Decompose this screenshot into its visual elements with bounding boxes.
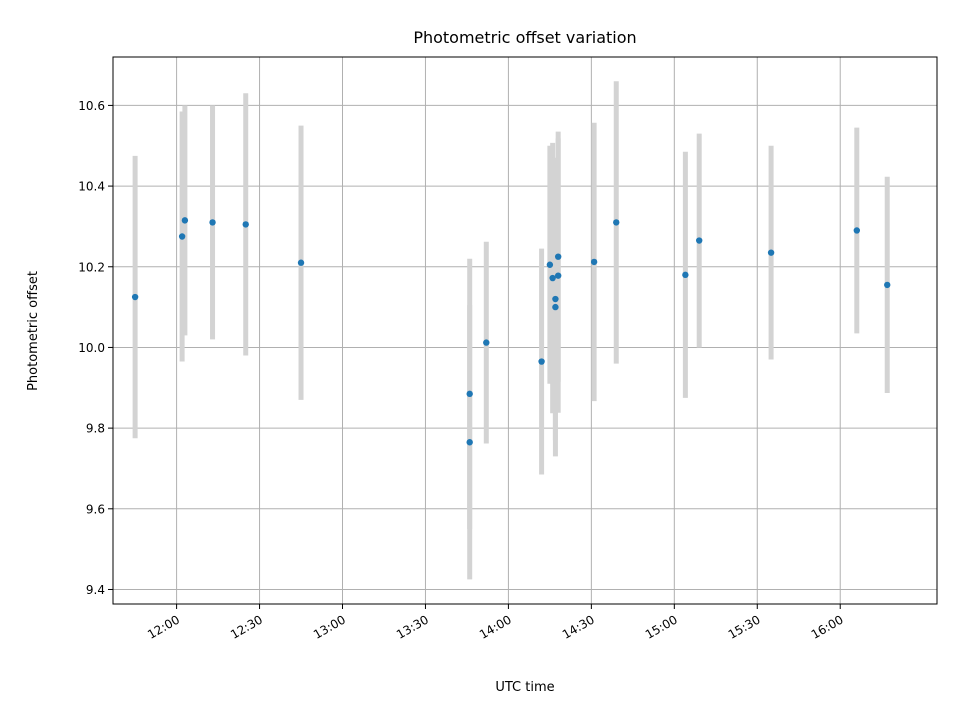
data-point <box>538 358 545 365</box>
y-tick-label: 9.6 <box>86 502 105 516</box>
y-tick-label: 9.4 <box>86 583 105 597</box>
data-point <box>554 253 562 260</box>
x-axis-label: UTC time <box>495 680 554 695</box>
data-point <box>552 295 559 303</box>
data-point <box>483 339 490 346</box>
data-point <box>613 219 620 226</box>
y-tick-label: 10.4 <box>78 180 105 194</box>
data-point <box>552 303 559 311</box>
chart-title: Photometric offset variation <box>413 28 636 47</box>
data-point <box>466 390 473 398</box>
data-points <box>131 217 891 446</box>
y-tick-label: 10.0 <box>78 341 105 355</box>
data-point <box>853 227 861 234</box>
grid-lines <box>113 57 937 604</box>
data-point <box>181 217 189 224</box>
data-point <box>546 261 554 268</box>
data-point <box>178 233 186 240</box>
data-point <box>466 439 473 446</box>
data-point <box>549 274 556 282</box>
y-axis-ticks: 9.4 9.6 9.8 10.0 10.2 10.4 10.6 <box>78 99 113 597</box>
data-point <box>131 293 139 301</box>
data-point <box>590 258 598 266</box>
data-point <box>297 259 305 266</box>
data-point <box>242 221 249 228</box>
data-point <box>682 271 689 279</box>
data-point <box>554 272 562 279</box>
data-point <box>767 249 775 256</box>
y-tick-label: 10.6 <box>78 99 105 113</box>
data-point <box>209 219 216 226</box>
data-point <box>884 281 891 289</box>
y-axis-label: Photometric offset <box>26 271 41 391</box>
plot-frame <box>112 56 938 605</box>
y-tick-label: 9.8 <box>86 422 105 436</box>
data-point <box>696 237 703 244</box>
y-tick-label: 10.2 <box>78 260 105 274</box>
